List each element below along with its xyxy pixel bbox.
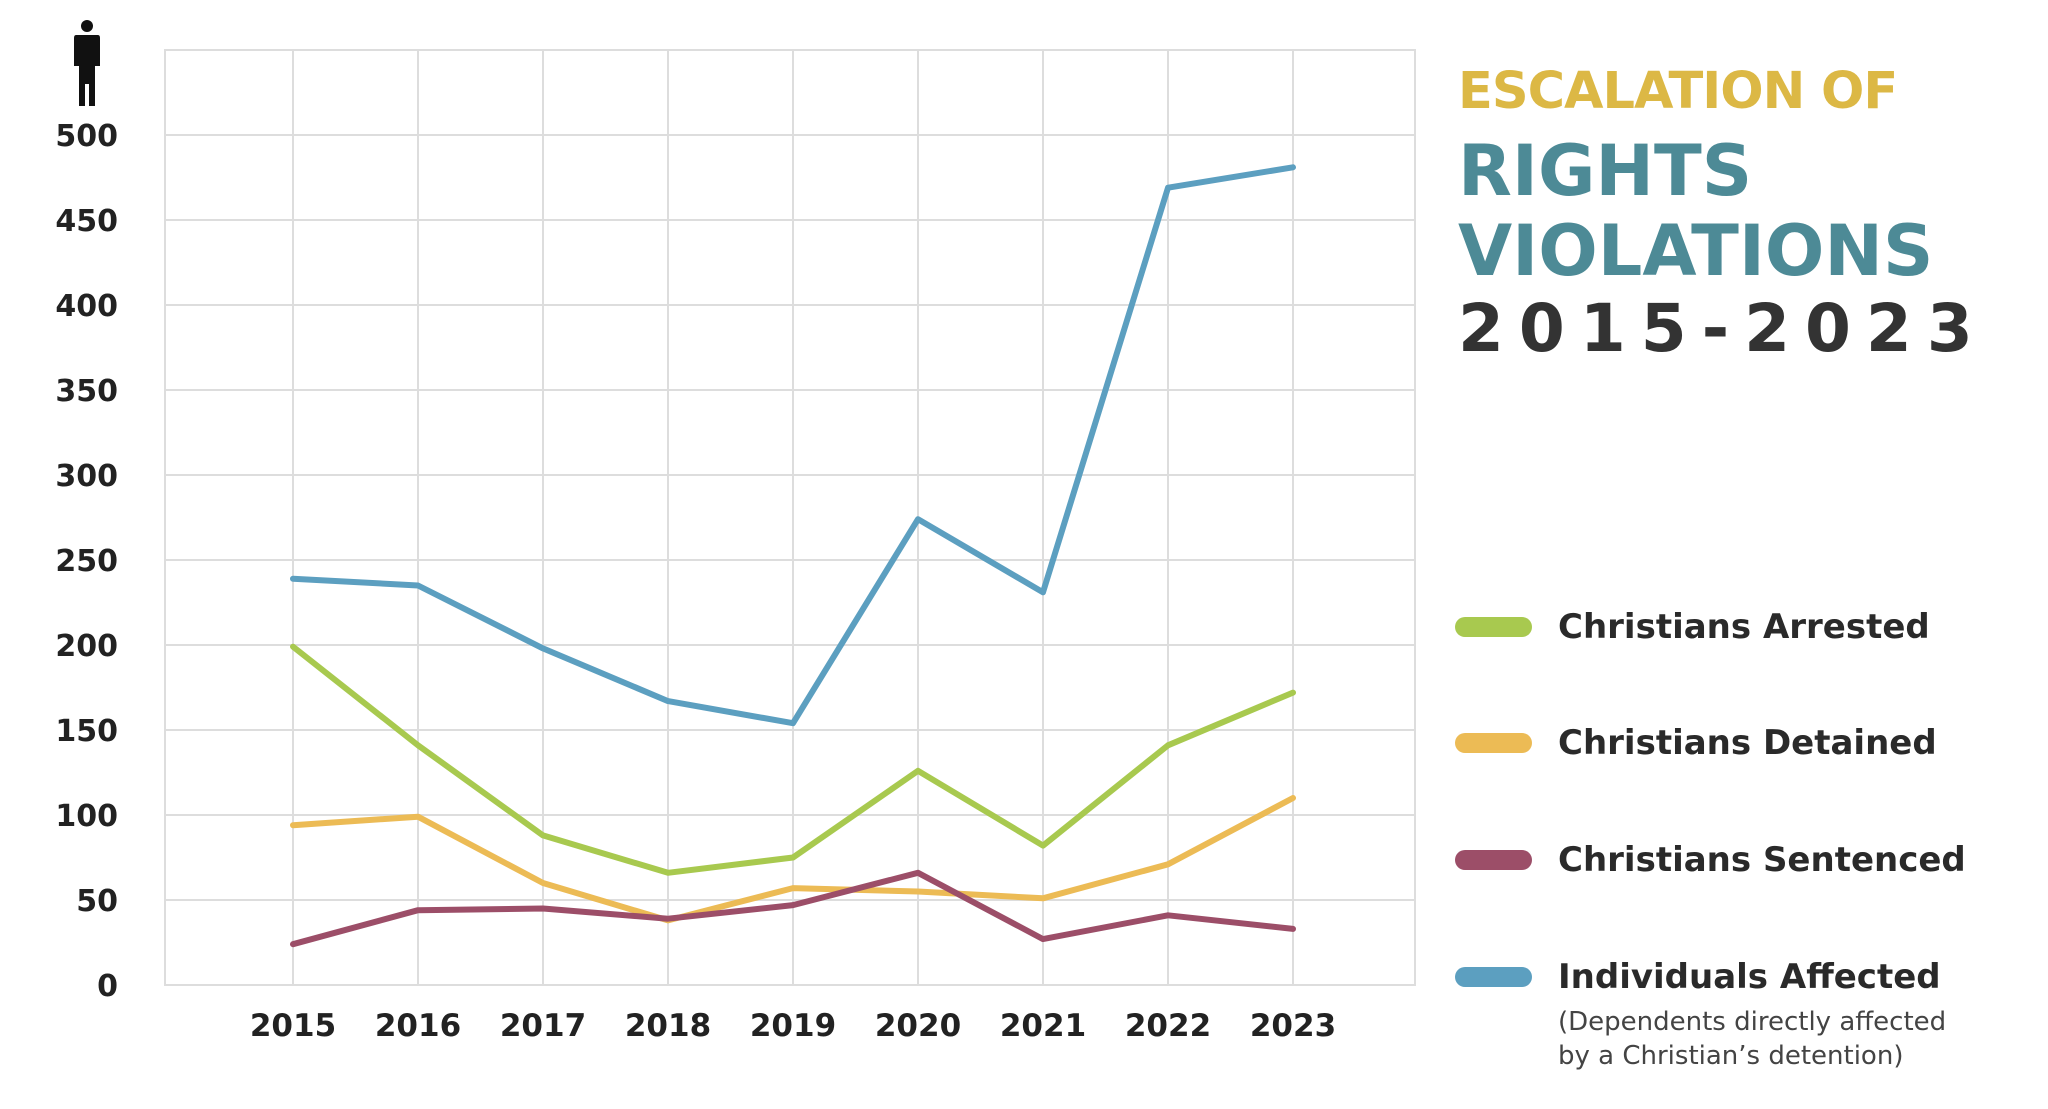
x-axis-ticks: 2015 2016 2017 2018 2019 2020 2021 2022 2023 <box>250 1008 1336 1044</box>
title-line-1: ESCALATION OF <box>1458 62 1898 121</box>
legend-label: Christians Sentenced <box>1558 840 1966 880</box>
person-icon <box>74 20 100 106</box>
legend-swatch <box>1455 967 1532 987</box>
y-tick-label: 350 <box>55 374 118 409</box>
plot-frame <box>164 49 1416 986</box>
y-tick-label: 50 <box>76 884 118 919</box>
x-tick-label: 2015 <box>250 1008 336 1044</box>
chart-series <box>290 164 1296 948</box>
y-tick-label: 100 <box>55 799 118 834</box>
x-tick-label: 2018 <box>625 1008 711 1044</box>
title-line-4: 2015-2023 <box>1458 290 1988 367</box>
x-tick-label: 2016 <box>375 1008 461 1044</box>
y-axis-ticks: 0 50 100 150 200 250 300 350 400 450 500 <box>55 119 118 1004</box>
title-line-2: RIGHTS <box>1458 130 1753 212</box>
legend-swatch <box>1455 850 1532 870</box>
x-tick-label: 2021 <box>1000 1008 1086 1044</box>
legend-note: (Dependents directly affected by a Chris… <box>1558 1005 1946 1073</box>
legend-swatch <box>1455 733 1532 753</box>
y-tick-label: 500 <box>55 119 118 154</box>
y-tick-label: 150 <box>55 714 118 749</box>
x-tick-label: 2023 <box>1250 1008 1336 1044</box>
legend-label: Individuals Affected <box>1558 957 1941 997</box>
legend-swatch <box>1455 617 1532 637</box>
legend-note-line-1: (Dependents directly affected <box>1558 1007 1947 1037</box>
legend-note-line-2: by a Christian’s detention) <box>1558 1041 1904 1071</box>
legend-label: Christians Detained <box>1558 723 1937 763</box>
y-tick-label: 0 <box>97 969 118 1004</box>
x-tick-label: 2017 <box>500 1008 586 1044</box>
series-line-christians-detained <box>290 795 1296 924</box>
title-line-3: VIOLATIONS <box>1458 210 1934 292</box>
series-line-individuals-affected <box>290 164 1296 727</box>
y-tick-label: 200 <box>55 629 118 664</box>
series-line-christians-sentenced <box>290 869 1296 948</box>
x-tick-label: 2020 <box>875 1008 961 1044</box>
y-tick-label: 250 <box>55 544 118 579</box>
chart-grid <box>164 49 1416 986</box>
x-tick-label: 2019 <box>750 1008 836 1044</box>
y-tick-label: 300 <box>55 459 118 494</box>
legend-label: Christians Arrested <box>1558 607 1930 647</box>
x-tick-label: 2022 <box>1125 1008 1211 1044</box>
y-tick-label: 450 <box>55 204 118 239</box>
y-tick-label: 400 <box>55 289 118 324</box>
series-line-christians-arrested <box>290 643 1296 876</box>
